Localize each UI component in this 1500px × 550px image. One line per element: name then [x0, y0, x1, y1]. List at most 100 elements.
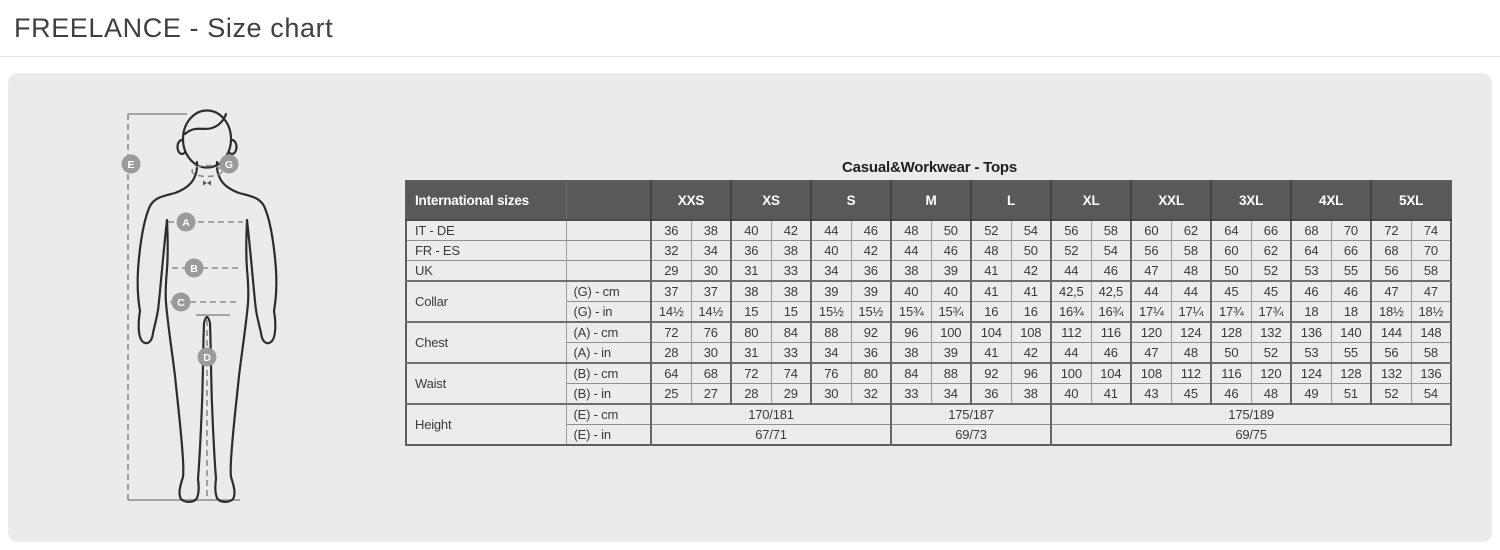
size-value-cell: 17¾: [1250, 301, 1292, 322]
size-value-cell: 40: [930, 280, 972, 302]
size-value-cell: 100: [930, 321, 972, 343]
size-value-cell: 34: [930, 383, 972, 404]
size-value-cell: 53: [1290, 260, 1332, 281]
size-value-cell: 48: [890, 219, 932, 241]
size-value-cell: 92: [850, 321, 892, 343]
measure-marker-C-letter: C: [177, 297, 185, 309]
size-value-cell: 44: [890, 240, 932, 261]
size-value-cell: 116: [1090, 321, 1132, 343]
size-value-cell: 112: [1050, 321, 1092, 343]
size-value-cell: 46: [1090, 260, 1132, 281]
table-row: Chest (A) - cm 72 76 80 84 88 92 96 100 104 108 112 1…: [406, 321, 1452, 363]
size-value-cell: 136: [1290, 321, 1332, 343]
size-value-cell: 36: [850, 260, 892, 281]
size-value-cell: 72: [1370, 219, 1412, 241]
size-value-cell: 50: [1010, 240, 1052, 261]
size-value-cell: 15½: [850, 301, 892, 322]
size-value-cell: 128: [1330, 362, 1372, 384]
hair-line: [183, 112, 228, 136]
measure-marker-B-circle: [184, 258, 204, 278]
size-value-cell: 17¼: [1130, 301, 1172, 322]
size-value-cell: 140: [1330, 321, 1372, 343]
size-value-cell: 128: [1210, 321, 1252, 343]
size-value-cell: 80: [730, 321, 772, 343]
size-value-cell: 58: [1410, 342, 1452, 363]
size-value-cell: 64: [1210, 219, 1252, 241]
size-col-header: L: [970, 181, 1052, 220]
size-chart-section: Casual&Workwear - Tops International siz…: [405, 159, 1454, 446]
size-value-cell: 46: [1210, 383, 1252, 404]
header-divider: [0, 56, 1500, 57]
measure-sub-label: (E) - in: [565, 424, 651, 445]
size-value-cell: 51: [1330, 383, 1372, 404]
size-value-cell: 44: [1050, 260, 1092, 281]
measure-group-label: Waist: [406, 362, 566, 404]
size-value-cell: 68: [1290, 219, 1332, 241]
size-value-cell: 28: [730, 383, 772, 404]
size-value-cell: 56: [1370, 342, 1412, 363]
size-value-cell: 100: [1050, 362, 1092, 384]
size-value-cell: 42,5: [1090, 280, 1132, 302]
page-title: FREELANCE - Size chart: [14, 13, 334, 43]
size-value-cell: 64: [650, 362, 691, 384]
measure-marker-C-circle: [171, 292, 191, 312]
size-col-header: XL: [1050, 181, 1132, 220]
size-value-cell: 124: [1170, 321, 1212, 343]
measure-sub-label: (B) - cm: [565, 362, 651, 384]
size-value-cell: 39: [930, 260, 972, 281]
size-value-cell: 36: [850, 342, 892, 363]
size-value-cell: 70: [1410, 240, 1452, 261]
size-value-cell: 41: [1090, 383, 1132, 404]
size-value-cell: 37: [650, 280, 691, 302]
size-value-cell: 55: [1330, 260, 1372, 281]
table-row: (B) - in 25 27 28 29 30 32 33 34 36 38 40 41 43 45 46 48…: [406, 383, 1452, 404]
size-value-cell: 38: [890, 342, 932, 363]
size-value-cell: 70: [1330, 219, 1372, 241]
size-value-cell: 58: [1090, 219, 1132, 241]
size-value-cell: 33: [890, 383, 932, 404]
size-col-header: S: [810, 181, 892, 220]
size-value-cell: 36: [970, 383, 1012, 404]
size-value-cell: 18: [1290, 301, 1332, 322]
size-value-cell: 16¾: [1050, 301, 1092, 322]
body-measurement-diagram: E G A B C D: [105, 90, 335, 525]
size-value-cell: 96: [1010, 362, 1052, 384]
size-table: International sizes XXS XS S M L XL XXL 3XL 4XL 5X…: [405, 180, 1453, 446]
height-value-cell: 67/71: [649, 424, 892, 445]
corner-empty-cell: [565, 181, 651, 220]
size-value-cell: 38: [770, 280, 812, 302]
size-col-header: 5XL: [1370, 181, 1452, 220]
size-value-cell: 39: [930, 342, 972, 363]
size-value-cell: 17¾: [1210, 301, 1252, 322]
size-value-cell: 47: [1130, 342, 1172, 363]
size-value-cell: 38: [1010, 383, 1052, 404]
size-value-cell: 47: [1370, 280, 1412, 302]
size-value-cell: 15: [730, 301, 772, 322]
measure-marker-D-circle: [197, 347, 217, 367]
table-row: UK 29 30 31 33 34 36 38 39 41 42 44 46 47 48 50 52 53 55 56…: [406, 260, 1452, 281]
size-value-cell: 38: [770, 240, 812, 261]
size-value-cell: 44: [810, 219, 852, 241]
table-row: IT - DE 36 38 40 42 44 46 48 50 52 54 56 58 60 62 64 66 6…: [406, 219, 1452, 241]
size-value-cell: 104: [1090, 362, 1132, 384]
size-value-cell: 144: [1370, 321, 1412, 343]
size-value-cell: 72: [650, 321, 691, 343]
size-value-cell: 30: [810, 383, 852, 404]
table-row: (G) - in 14½ 14½ 15 15 15½ 15½ 15¾ 15¾ 16 16 16¾ 16¾…: [406, 301, 1452, 322]
table-row: (A) - in 28 30 31 33 34 36 38 39 41 42 44 46 47 48 50 52…: [406, 342, 1452, 363]
size-value-cell: 92: [970, 362, 1012, 384]
size-value-cell: 34: [810, 260, 852, 281]
size-value-cell: 16¾: [1090, 301, 1132, 322]
size-value-cell: 48: [1170, 342, 1212, 363]
row-sub-empty-cell: [565, 219, 651, 241]
size-value-cell: 52: [970, 219, 1012, 241]
measure-sub-label: (A) - cm: [565, 321, 651, 343]
size-value-cell: 42: [1010, 260, 1052, 281]
size-value-cell: 120: [1130, 321, 1172, 343]
size-value-cell: 96: [890, 321, 932, 343]
size-value-cell: 46: [1330, 280, 1372, 302]
size-value-cell: 108: [1010, 321, 1052, 343]
size-value-cell: 14½: [690, 301, 732, 322]
measure-marker-G-circle: [219, 154, 239, 174]
size-value-cell: 88: [810, 321, 852, 343]
